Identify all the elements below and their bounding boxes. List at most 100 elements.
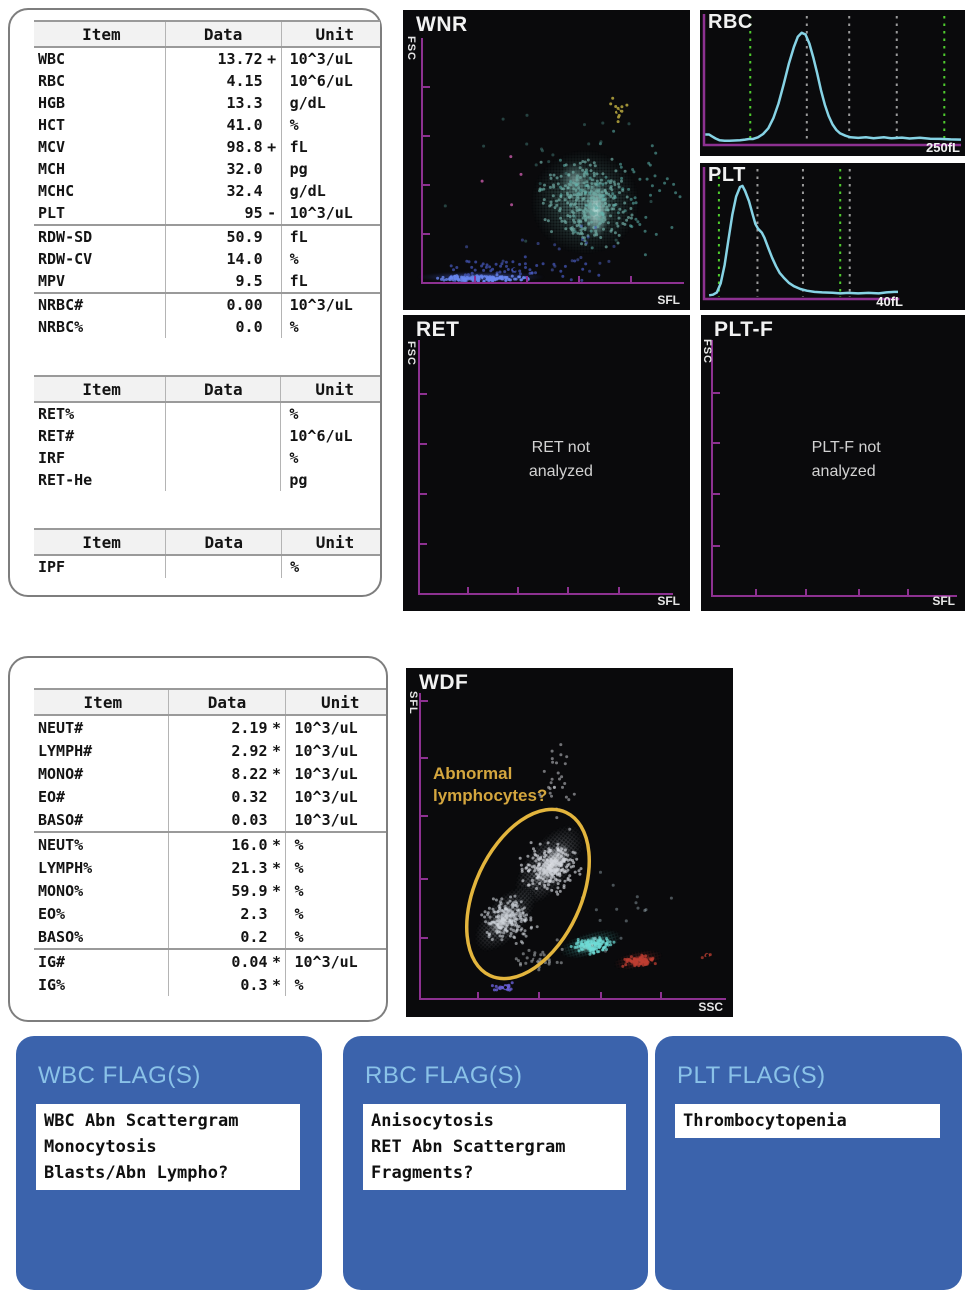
rbc-histogram: RBC 250fL	[700, 10, 965, 156]
unit-cell: %	[289, 449, 299, 467]
data-cell: 41.0	[165, 114, 282, 136]
data-cell: 0.3 *	[168, 973, 287, 996]
value: 16.0	[231, 835, 268, 854]
x-axis-tick	[567, 587, 569, 593]
plt-flags-panel: PLT FLAG(S) Thrombocytopenia	[655, 1036, 962, 1290]
data-cell: 2.3	[168, 902, 287, 925]
y-axis	[421, 38, 423, 284]
column-header-item: Item	[34, 375, 167, 403]
text-line: Monocytosis	[44, 1137, 157, 1157]
item-cell: HGB	[34, 92, 166, 114]
rbc-flags-title: RBC FLAG(S)	[365, 1062, 523, 1089]
x-axis-tick	[630, 276, 632, 282]
unit-cell: %	[289, 318, 299, 336]
rbc-flags-list: Anisocytosis RET Abn Scattergram Fragments…	[363, 1104, 626, 1190]
unit-cell: fL	[289, 272, 308, 290]
table-row: MONO# 8.22 * 10^3/uL	[34, 762, 386, 785]
value: 0.2	[240, 927, 268, 946]
value: 32.0	[226, 160, 263, 178]
y-axis-tick	[420, 543, 427, 545]
plt-f-title: PLT-F	[714, 318, 774, 341]
text-line: PLT-F not	[811, 439, 881, 457]
y-axis	[711, 340, 713, 597]
y-axis-tick	[421, 700, 428, 702]
ret-table: Item Data Unit RET%% RET# 10^6/uL IRF% RET-He pg	[34, 375, 380, 491]
item-cell: LYMPH#	[34, 739, 169, 762]
item-cell: NEUT#	[34, 715, 169, 739]
table-row: BASO# 0.03 10^3/uL	[34, 808, 386, 832]
unit-cell: %	[289, 116, 299, 134]
scatter-cluster	[583, 182, 609, 238]
rbc-flags-panel: RBC FLAG(S) Anisocytosis RET Abn Scatterg…	[343, 1036, 648, 1290]
data-cell: 13.72 +	[165, 47, 282, 70]
text-line: Abnormal	[433, 764, 513, 783]
histogram-curve	[708, 184, 898, 297]
text-line: Fragments?	[371, 1163, 474, 1183]
table-row: RET-He pg	[34, 469, 380, 491]
abnormal-flag: *	[271, 858, 281, 877]
item-cell: RBC	[34, 70, 166, 92]
y-axis-tick	[713, 493, 720, 495]
unit-cell: 10^3/uL	[289, 204, 353, 222]
table-row: IG% 0.3 *%	[34, 973, 386, 996]
data-cell: 95-	[165, 202, 282, 225]
data-cell: 0.0	[165, 316, 282, 338]
data-cell: 32.0	[165, 158, 282, 180]
value: 0.04	[231, 952, 268, 971]
y-axis-tick	[421, 815, 428, 817]
table-row: IPF%	[34, 555, 380, 578]
data-cell: 0.2	[168, 925, 287, 949]
x-axis-tick	[618, 587, 620, 593]
item-cell: RET%	[34, 402, 167, 425]
x-axis-tick	[600, 992, 602, 998]
y-axis-tick	[423, 184, 430, 186]
table-row: HCT 41.0%	[34, 114, 380, 136]
data-cell: 32.4	[165, 180, 282, 202]
abnormal-flag: *	[271, 975, 281, 994]
value: 8.22	[231, 764, 268, 783]
data-cell: 9.5	[165, 270, 282, 293]
unit-cell: 10^6/uL	[289, 427, 353, 445]
y-axis-tick	[423, 135, 430, 137]
table-row: NRBC# 0.00 10^3/uL	[34, 292, 380, 316]
column-header-unit: Unit	[280, 375, 380, 403]
abnormal-flag: *	[271, 764, 281, 783]
table-row: NRBC% 0.0%	[34, 316, 380, 338]
item-cell: BASO#	[34, 808, 169, 832]
cbc-table: Item Data Unit WBC 13.72 +10^3/uL RBC 4.15 10^6/…	[34, 20, 380, 338]
scatter-dots	[618, 185, 621, 188]
item-cell: RDW-CV	[34, 248, 166, 270]
x-axis-tick	[858, 589, 860, 595]
value: 13.3	[226, 94, 263, 112]
x-axis	[419, 998, 726, 1000]
column-header-unit: Unit	[285, 688, 386, 716]
column-header-data: Data	[168, 688, 287, 716]
plt-f-scattergram: PLT-F FSC SFL PLT-F not analyzed	[701, 315, 965, 611]
gating-ellipse	[464, 807, 592, 981]
item-cell: MONO%	[34, 879, 169, 902]
item-cell: RDW-SD	[34, 224, 166, 248]
plt-f-not-analyzed-message: PLT-F not analyzed	[812, 436, 881, 484]
abnormal-flag: +	[267, 138, 277, 156]
table-row: BASO% 0.2%	[34, 925, 386, 949]
data-cell: 2.92 *	[168, 739, 287, 762]
plt-hist-svg	[702, 167, 900, 301]
table-row: MCV 98.8 + fL	[34, 136, 380, 158]
y-axis	[418, 340, 420, 595]
plt-f-y-axis-label: FSC	[701, 339, 713, 364]
text-line: Blasts/Abn Lympho?	[44, 1163, 229, 1183]
unit-cell: 10^3/uL	[289, 50, 353, 68]
item-cell: PLT	[34, 202, 166, 225]
x-axis-tick	[660, 992, 662, 998]
text-line: lymphocytes?	[433, 786, 548, 805]
table-row: MCH 32.0 pg	[34, 158, 380, 180]
histogram-curve	[705, 31, 962, 142]
item-cell: RET#	[34, 425, 167, 447]
unit-cell: pg	[289, 160, 308, 178]
x-axis-tick	[477, 992, 479, 998]
plt-range-label: 40fL	[876, 294, 903, 309]
item-cell: LYMPH%	[34, 856, 169, 879]
x-axis-tick	[538, 992, 540, 998]
text-line: RET Abn Scattergram	[371, 1137, 566, 1157]
